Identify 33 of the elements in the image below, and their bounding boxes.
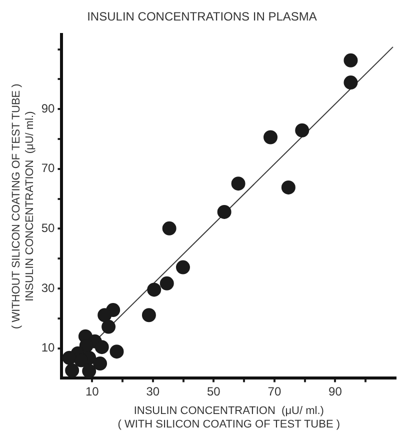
y-tick-label: 90 xyxy=(41,101,56,116)
point xyxy=(82,364,96,378)
y-tick-label: 30 xyxy=(41,280,56,295)
chart-title: INSULIN CONCENTRATIONS IN PLASMA xyxy=(87,10,317,24)
point xyxy=(160,276,174,290)
point xyxy=(102,320,116,334)
point xyxy=(344,53,358,68)
point xyxy=(344,76,358,90)
point xyxy=(176,260,190,274)
y-axis-title: ( WITHOUT SILICON COATING OF TEST TUBE ) INSULIN CONCENTRATION (μU/ ml.) xyxy=(10,84,36,329)
point xyxy=(93,356,108,371)
y-tick-label: 10 xyxy=(41,340,56,355)
point xyxy=(94,340,109,354)
point xyxy=(110,344,124,359)
point xyxy=(62,350,76,365)
point xyxy=(281,180,296,194)
point xyxy=(142,308,156,322)
x-tick-label: 10 xyxy=(85,384,100,399)
x-tick-label: 50 xyxy=(207,384,221,399)
x-tick-label: 70 xyxy=(268,384,282,399)
x-axis-title: INSULIN CONCENTRATION (μU/ ml.) ( WITH SILICON COATING OF TEST TUBE ) xyxy=(118,405,340,430)
point xyxy=(295,123,310,138)
point xyxy=(231,176,246,191)
x-tick-label: 30 xyxy=(146,384,160,399)
x-tick-label: 90 xyxy=(328,384,342,399)
point xyxy=(98,308,112,322)
point xyxy=(217,204,232,219)
point xyxy=(162,221,176,236)
y-tick-label: 70 xyxy=(41,161,56,176)
y-tick-label: 50 xyxy=(41,221,56,236)
point xyxy=(264,130,278,144)
point xyxy=(147,282,162,297)
point xyxy=(65,363,80,378)
